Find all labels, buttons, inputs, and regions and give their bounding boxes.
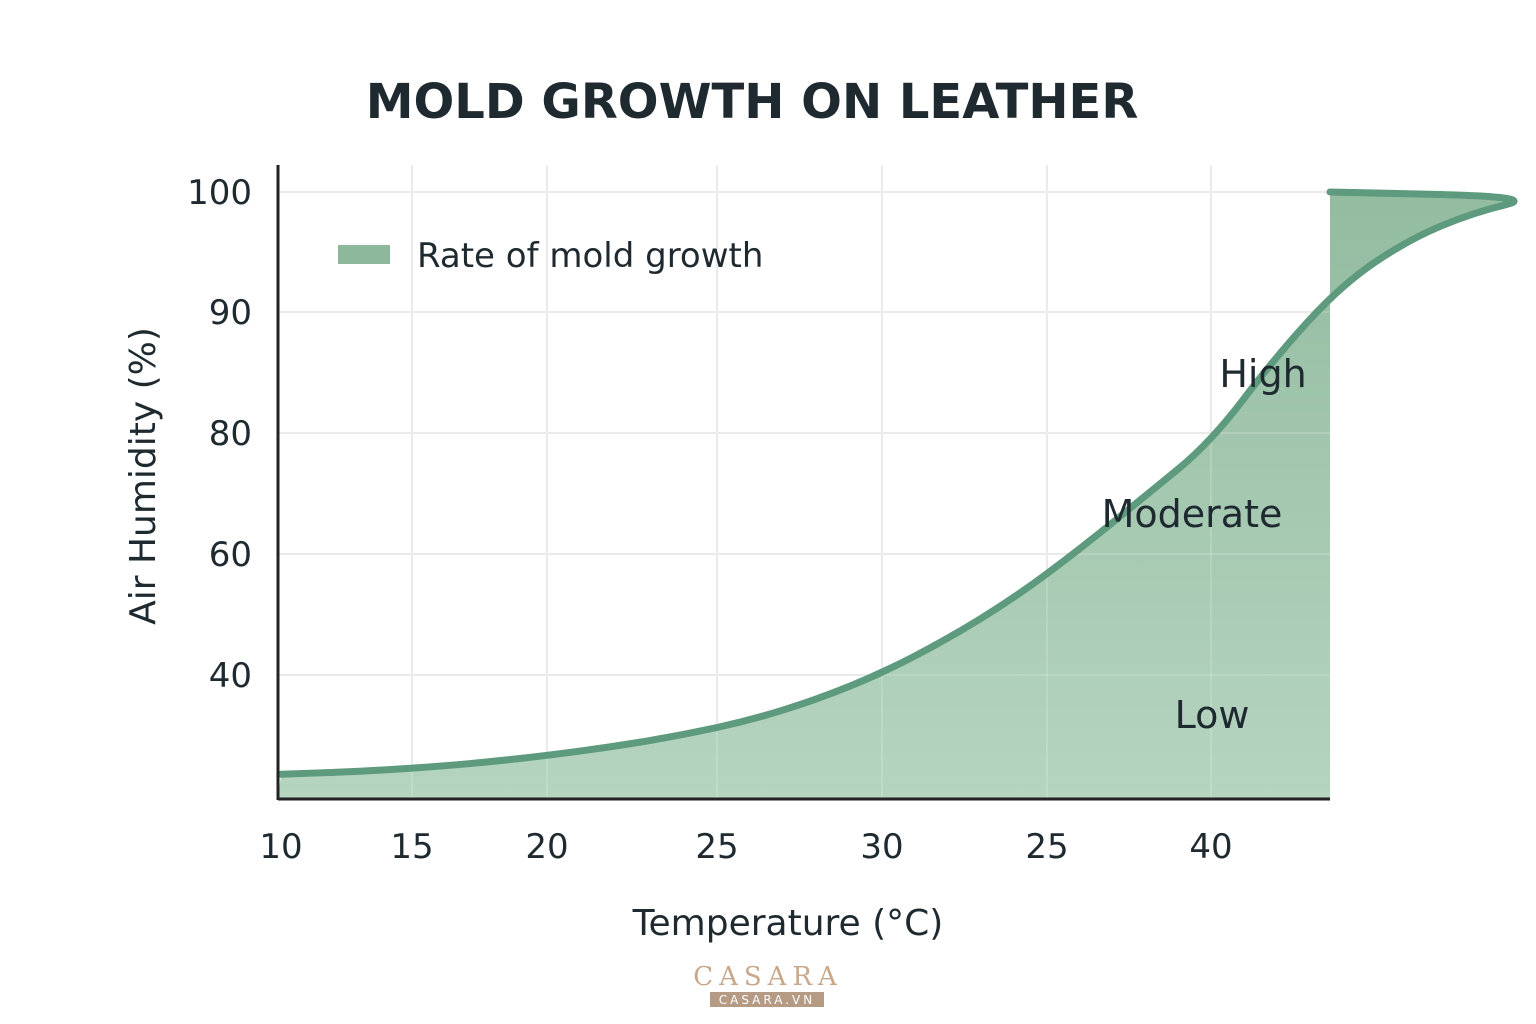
legend: Rate of mold growth [338,236,763,276]
area-curve [277,188,1518,778]
x-tick-label: 20 [525,827,568,867]
y-axis-label: Air Humidity (%) [123,327,164,625]
zone-label-high: High [1219,352,1306,396]
x-tick-label: 25 [1025,827,1068,867]
chart-title: MOLD GROWTH ON LEATHER [366,74,1139,130]
y-tick-label: 80 [209,414,252,454]
y-tick-label: 60 [209,535,252,575]
watermark-bar [710,992,824,1007]
axes [276,165,1330,801]
y-tick-label: 90 [209,293,252,333]
x-tick-label: 25 [695,827,738,867]
x-tick-label: 10 [259,827,302,867]
area-layer [277,165,1518,799]
y-tick-labels: 40 60 80 90 100 [187,173,252,696]
watermark-site: CASARA.VN [719,993,816,1007]
y-tick-label: 100 [187,173,252,213]
y-tick-label: 40 [209,656,252,696]
zone-label-moderate: Moderate [1102,492,1283,536]
area-fill [278,192,1515,799]
x-tick-label: 40 [1189,827,1232,867]
legend-label: Rate of mold growth [417,236,763,276]
x-tick-label: 15 [390,827,433,867]
zone-label-low: Low [1175,693,1250,737]
legend-swatch [338,245,390,264]
x-tick-label: 30 [860,827,903,867]
x-tick-labels: 10 15 20 25 30 25 40 [259,827,1232,867]
x-axis-label: Temperature (°C) [632,903,944,944]
watermark-brand: CASARA [693,962,843,992]
watermark: CASARA CASARA.VN [693,962,843,1007]
